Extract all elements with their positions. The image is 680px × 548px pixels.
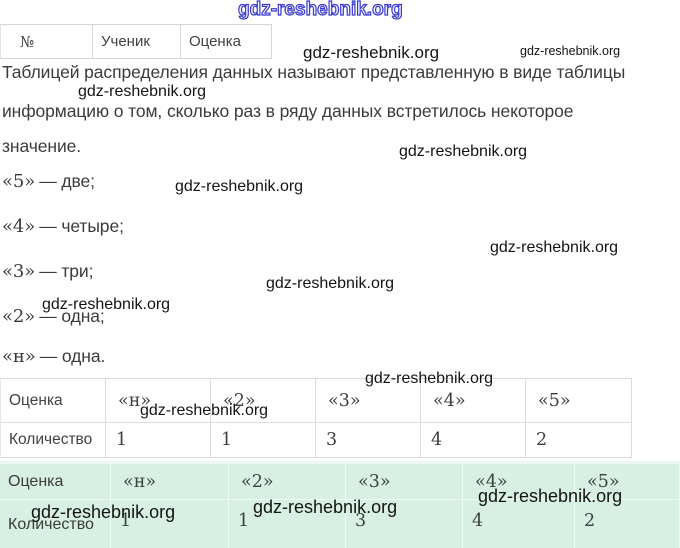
table-cell-count: 2 [526,423,632,458]
table-row-label: Количество [1,423,106,458]
table-cell-count: 3 [316,423,421,458]
watermark: gdz-reshebnik.org [266,275,395,292]
grade-count-text: — три; [39,261,94,281]
list-item: «2» — одна; [2,306,105,327]
watermark: gdz-reshebnik.org [365,370,494,387]
table-row-label: Оценка [1,379,106,423]
table-cell-grade: «н» [111,464,229,500]
table-cell-grade: «4» [463,464,575,500]
grade-count-text: — две; [39,171,95,191]
table-row-label: Оценка [0,464,111,500]
list-item: «н» — одна. [2,346,105,367]
partial-table: № Ученик Оценка [0,24,272,59]
watermark: gdz-reshebnik.org [175,178,304,195]
table-cell-grade: «3» [346,464,463,500]
table-cell-count: 4 [463,500,575,548]
table-cell-count: 3 [346,500,463,548]
table-cell-count: 2 [575,500,680,548]
table-cell-count: 4 [421,423,526,458]
table-cell-count: 1 [211,423,316,458]
paragraph-line: информацию о том, сколько раз в ряду дан… [2,101,574,121]
watermark: gdz-reshebnik.org [31,502,176,522]
table-cell-grade: «н» [106,379,211,423]
watermark: gdz-reshebnik.org [42,296,171,313]
table-cell-count: 1 [111,500,229,548]
partial-table-header-grade: Оценка [181,25,272,58]
list-item: «3» — три; [2,261,93,282]
watermark: gdz-reshebnik.org [253,497,398,517]
table-row-label: Количество [0,500,111,548]
table-cell-grade: «2» [229,464,346,500]
grade-mark: «4» [2,216,36,237]
distribution-table: Оценка «н» «2» «3» «4» «5» Количество 1 … [0,378,632,458]
paragraph-line: Таблицей распределения данных называют п… [2,62,626,82]
table-cell-grade: «4» [421,379,526,423]
grade-count-text: — одна; [39,306,105,326]
watermark: gdz-reshebnik.org [237,0,403,20]
grade-mark: «н» [2,346,36,367]
watermark: gdz-reshebnik.org [490,239,619,256]
grade-count-text: — одна. [39,346,106,366]
grade-count-text: — четыре; [39,216,124,236]
grade-mark: «2» [2,306,36,327]
partial-table-header-number: № [1,25,93,58]
table-cell-grade: «5» [526,379,632,423]
table-cell-count: 1 [106,423,211,458]
watermark: gdz-reshebnik.org [520,44,621,58]
watermark: gdz-reshebnik.org [399,143,528,160]
watermark: gdz-reshebnik.org [78,83,207,100]
grade-mark: «5» [2,171,36,192]
paragraph-line: значение. [2,136,82,156]
list-item: «5» — две; [2,171,95,192]
result-table: Оценка «н» «2» «3» «4» «5» Количество 1 … [0,461,680,548]
partial-table-header-student: Ученик [93,25,181,58]
table-cell-count: 1 [229,500,346,548]
grade-mark: «3» [2,261,36,282]
table-cell-grade: «3» [316,379,421,423]
table-cell-grade: «2» [211,379,316,423]
list-item: «4» — четыре; [2,216,124,237]
watermark: gdz-reshebnik.org [478,486,623,506]
watermark: gdz-reshebnik.org [140,402,269,419]
watermark: gdz-reshebnik.org [303,43,440,62]
